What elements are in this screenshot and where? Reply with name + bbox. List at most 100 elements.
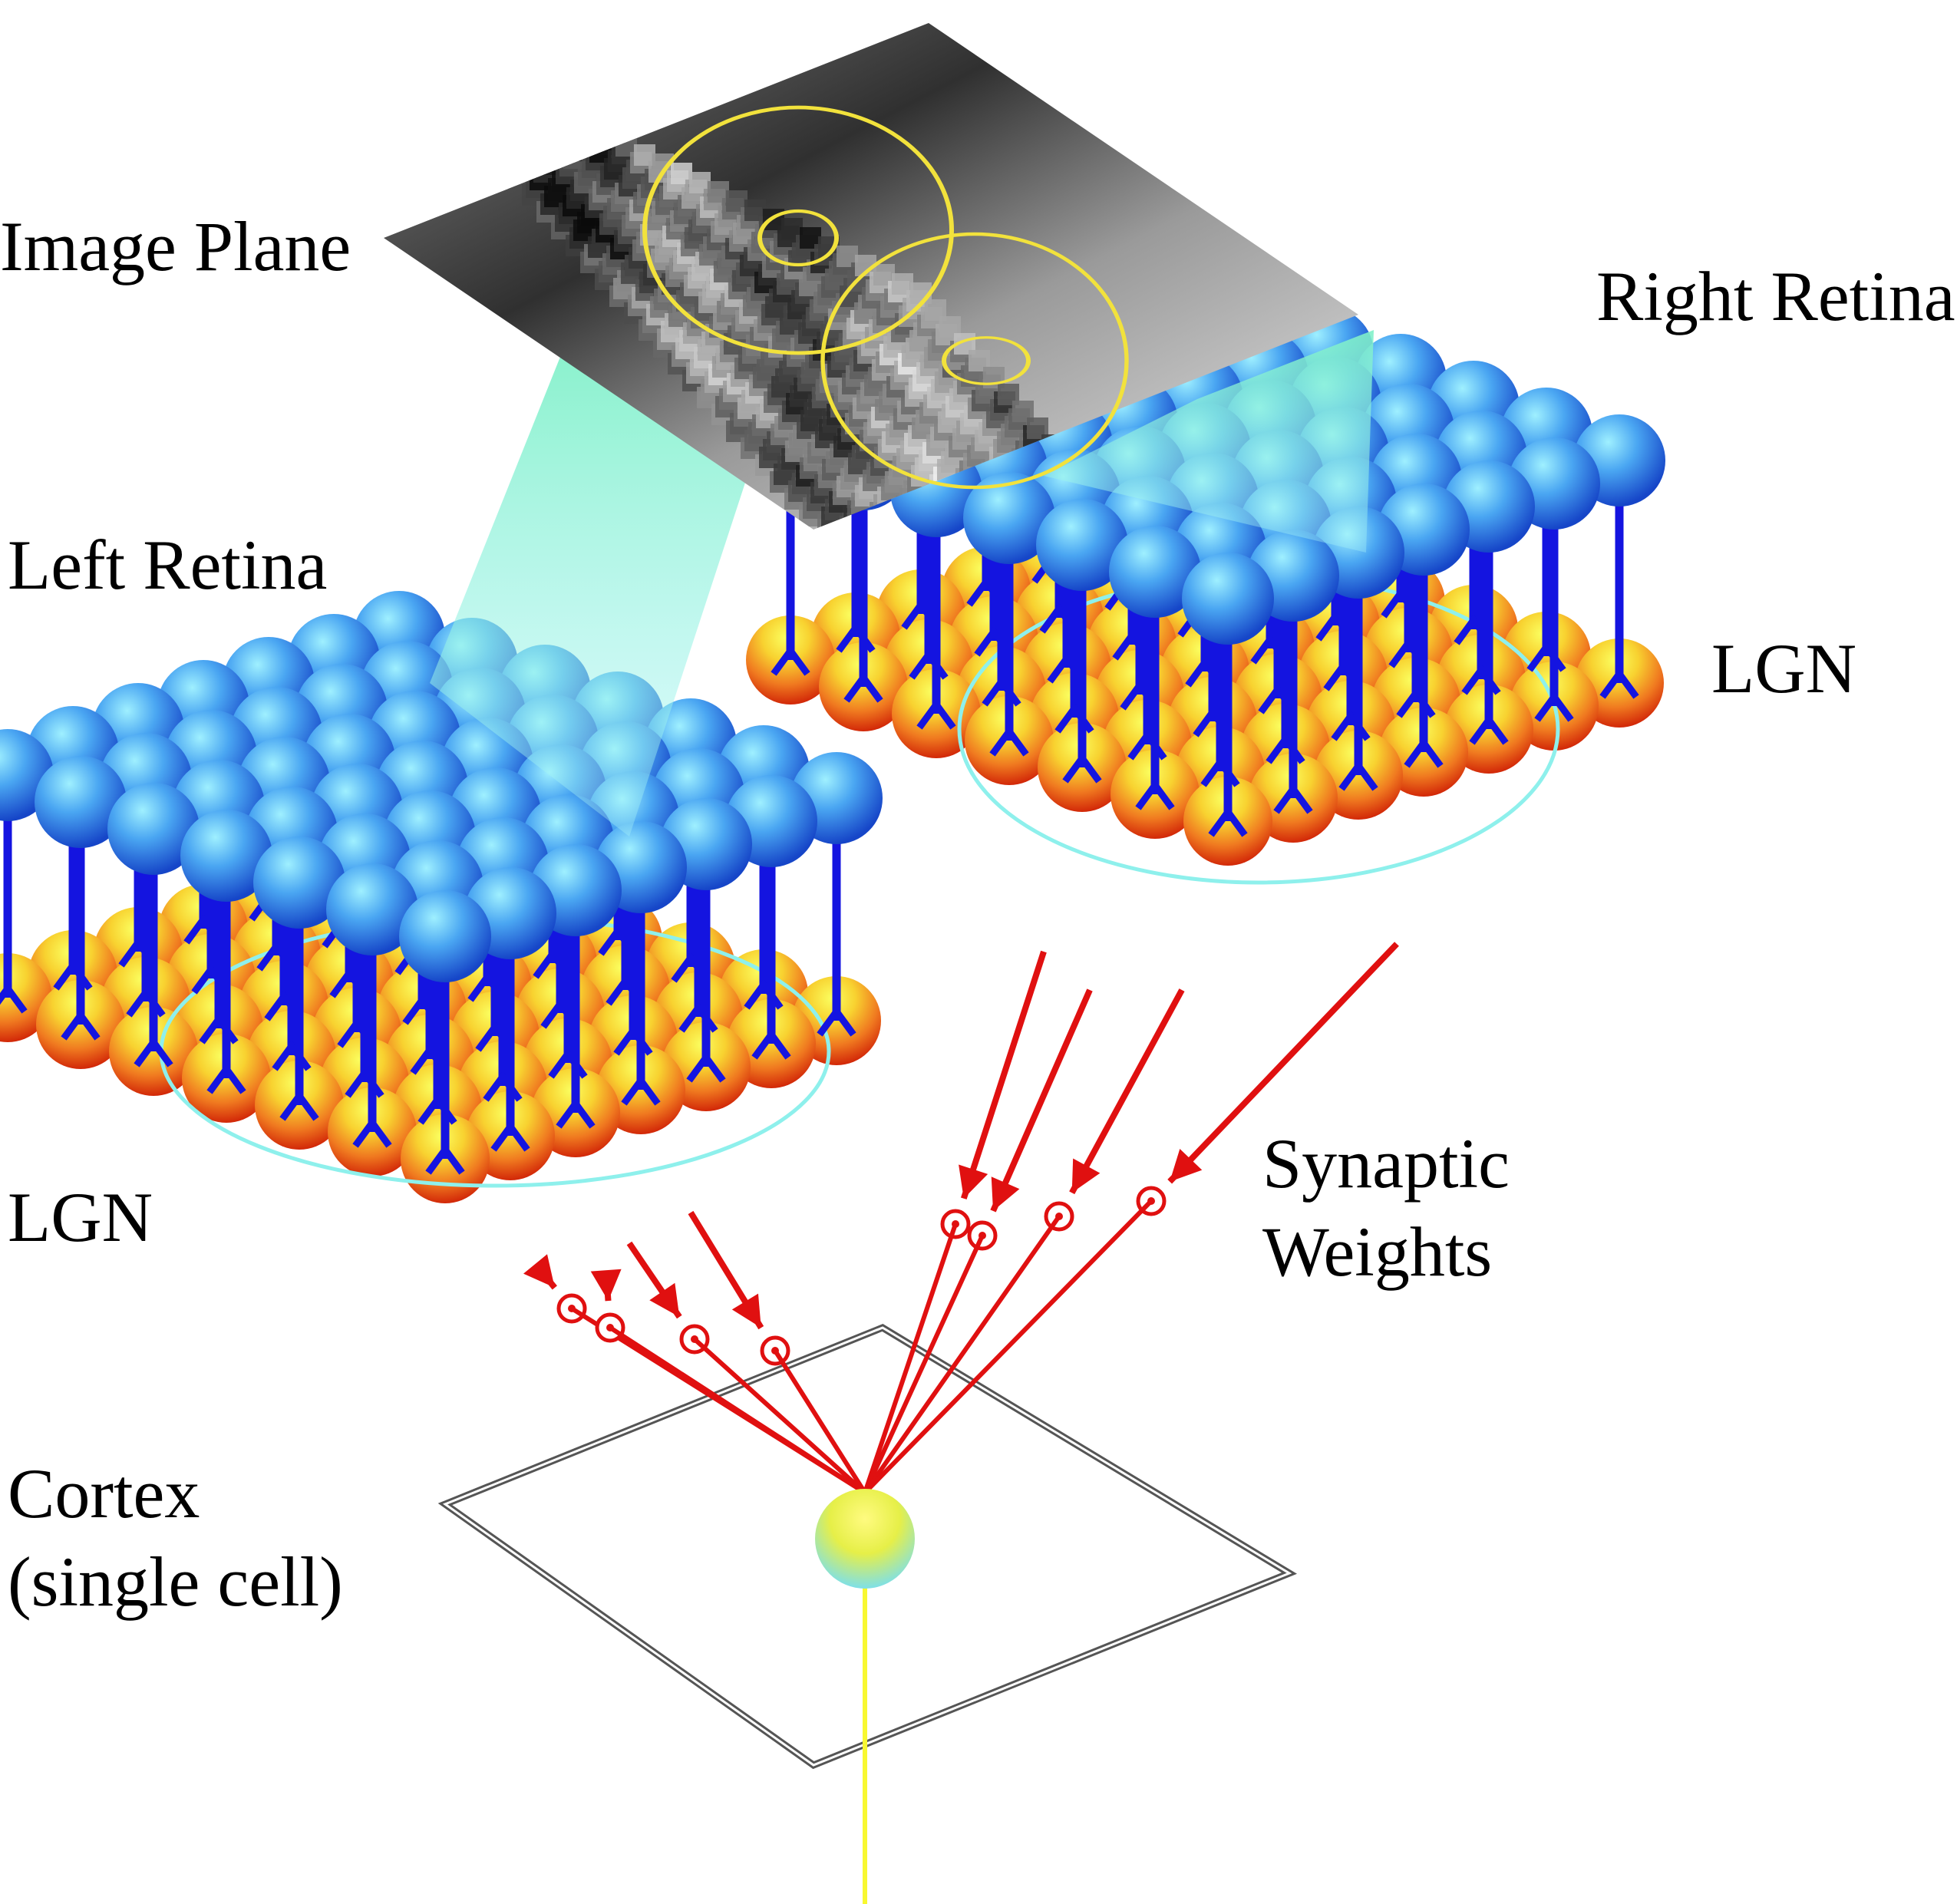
red-arrowhead-icon [590, 1269, 622, 1302]
right-receptive-field-outer-ring [820, 232, 1129, 490]
lgn-output-line [990, 988, 1093, 1213]
retina-cell [399, 890, 491, 982]
image-pixel [542, 98, 563, 120]
cortex-label-line2: (single cell) [8, 1543, 343, 1621]
image-pixel [504, 127, 526, 149]
synaptic-weight-line [863, 1199, 1153, 1495]
axon-terminal [279, 1090, 319, 1121]
image-pixel [468, 61, 490, 83]
cortex-label-line1: Cortex [8, 1454, 200, 1533]
axon-terminal [771, 645, 810, 676]
image-pixel [560, 107, 582, 129]
right-retina-label: Right Retina [1596, 257, 1955, 335]
image-pixel [512, 112, 533, 134]
synaptic-weight-line [863, 1215, 1061, 1494]
image-pixel [427, 51, 449, 72]
axon-terminal [1469, 714, 1509, 745]
image-pixel [538, 106, 559, 127]
axon-terminal [556, 1097, 596, 1129]
image-pixel [523, 89, 545, 111]
image-pixel [449, 100, 470, 121]
image-pixel [464, 117, 485, 138]
synaptic-weight-line [773, 1349, 867, 1494]
image-pixel [471, 101, 493, 123]
image-pixel [384, 23, 398, 37]
image-pixel [457, 84, 478, 106]
image-pixel [873, 542, 894, 563]
axon-terminal [1404, 737, 1444, 768]
image-pixel [571, 132, 592, 153]
image-pixel [409, 41, 431, 63]
image-pixel [575, 124, 596, 146]
image-pixel [597, 126, 619, 147]
image-pixel [478, 134, 500, 155]
axon-terminal [352, 1117, 392, 1148]
image-pixel [434, 83, 456, 104]
image-pixel [520, 97, 541, 118]
red-arrowhead-icon [991, 1176, 1020, 1211]
axon-terminal [1135, 779, 1175, 810]
left-projection-cone [430, 357, 775, 837]
synaptic-weight-line [609, 1325, 866, 1495]
image-pixel [490, 111, 511, 132]
lgn-output-line [1167, 942, 1399, 1184]
red-arrowhead-icon [649, 1282, 680, 1318]
synaptic-weight-line [692, 1337, 867, 1495]
retina-cell [1109, 526, 1201, 618]
image-pixel [493, 103, 515, 124]
image-pixel [424, 58, 445, 80]
image-pixel [391, 32, 412, 54]
image-pixel [405, 49, 427, 71]
axon-terminal [425, 1143, 465, 1175]
image-pixel [460, 77, 482, 98]
axon-terminal [916, 698, 956, 730]
image-pixel [530, 121, 552, 143]
image-pixel [895, 543, 916, 565]
axon-terminal [686, 1051, 726, 1083]
image-pixel [511, 160, 533, 181]
right-projection-cone [1044, 330, 1374, 553]
image-pixel [508, 120, 530, 141]
image-pixel [442, 68, 464, 89]
axon-terminal [621, 1074, 661, 1106]
image-pixel [438, 75, 460, 97]
left-receptive-field-inner-ring [757, 209, 839, 267]
image-pixel [450, 52, 471, 74]
image-pixel [534, 114, 556, 135]
image-pixel [501, 87, 523, 109]
image-pixel [866, 510, 887, 530]
image-pixel [891, 551, 912, 573]
image-pixel [467, 109, 489, 130]
image-pixel [483, 78, 504, 100]
right-lgn-label: LGN [1711, 629, 1857, 708]
retina-cell [1182, 553, 1274, 645]
axon-terminal [751, 1028, 791, 1060]
image-pixel [505, 80, 526, 101]
lgn-output-line [960, 950, 1047, 1199]
retina-cell [1036, 499, 1128, 591]
image-pixel [541, 146, 563, 167]
red-arrowhead-icon [959, 1164, 988, 1199]
image-pixel [515, 152, 536, 173]
image-pixel [556, 115, 578, 137]
red-arrowhead-icon [731, 1293, 761, 1328]
image-pixel [500, 135, 522, 157]
image-pixel [420, 66, 441, 87]
retina-cell [180, 810, 272, 902]
axon-terminal [0, 982, 28, 1014]
red-arrowhead-icon [1170, 1148, 1203, 1182]
image-pixel [516, 104, 537, 126]
retina-cell [35, 756, 127, 848]
axon-terminal [1599, 668, 1639, 699]
image-pixel [394, 25, 416, 46]
cortex-cell [815, 1489, 915, 1589]
axon-terminal [1534, 691, 1574, 722]
axon-terminal [817, 1005, 856, 1037]
retina-cell [253, 837, 345, 929]
axon-terminal [61, 1009, 101, 1041]
image-pixel [545, 138, 566, 160]
retina-cell [107, 783, 200, 875]
axon-terminal [1273, 783, 1313, 814]
image-pixel [487, 71, 508, 92]
image-pixel [464, 69, 486, 91]
